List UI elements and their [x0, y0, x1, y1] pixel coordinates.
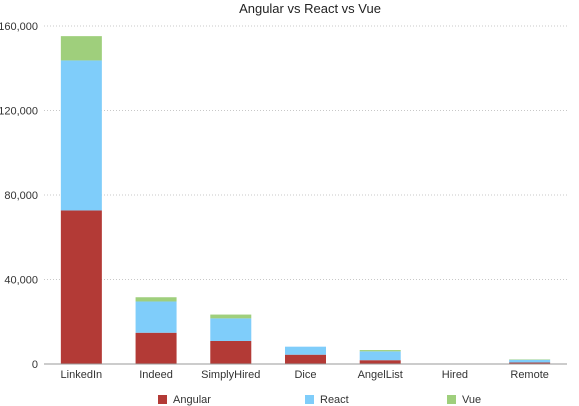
bar-angular-dice: [285, 354, 326, 364]
bar-angular-remote: [509, 362, 551, 364]
bars: [60, 36, 551, 364]
legend: Angular React Vue: [158, 394, 481, 406]
chart-title: Angular vs React vs Vue: [239, 1, 381, 16]
axes: 0 40,000 80,000 120,000 160,000 LinkedIn Indee…: [0, 21, 567, 381]
x-tick-label: AngelList: [358, 369, 403, 381]
y-tick-label: 0: [32, 359, 38, 371]
bar-angular-simplyhired: [210, 340, 252, 364]
bar-angular-linkedin: [60, 210, 102, 364]
bar-vue-linkedin: [60, 36, 102, 61]
legend-label-react: React: [320, 394, 349, 406]
legend-swatch-react: [305, 395, 314, 404]
bar-react-dice: [285, 346, 326, 355]
legend-label-angular: Angular: [173, 394, 211, 406]
bar-angular-angellist: [359, 360, 401, 364]
bar-angular-indeed: [135, 332, 177, 364]
bar-react-linkedin: [60, 60, 102, 211]
x-tick-label: Hired: [442, 369, 468, 381]
legend-swatch-angular: [158, 395, 167, 404]
x-tick-label: Dice: [294, 369, 316, 381]
bar-vue-indeed: [135, 297, 177, 302]
x-tick-label: LinkedIn: [61, 369, 103, 381]
bar-react-angellist: [359, 351, 401, 361]
x-tick-label: SimplyHired: [201, 369, 260, 381]
bar-vue-angellist: [359, 350, 401, 352]
y-tick-label: 120,000: [0, 106, 38, 118]
legend-swatch-vue: [447, 395, 456, 404]
bar-react-simplyhired: [210, 318, 252, 341]
bar-vue-simplyhired: [210, 314, 252, 319]
gridlines: [44, 25, 567, 280]
y-tick-label: 160,000: [0, 21, 38, 33]
y-tick-label: 80,000: [4, 190, 38, 202]
bar-react-remote: [509, 359, 551, 363]
x-tick-label: Remote: [510, 369, 549, 381]
x-tick-label: Indeed: [139, 369, 173, 381]
bar-react-indeed: [135, 301, 177, 333]
y-tick-label: 40,000: [4, 275, 38, 287]
legend-label-vue: Vue: [462, 394, 481, 406]
